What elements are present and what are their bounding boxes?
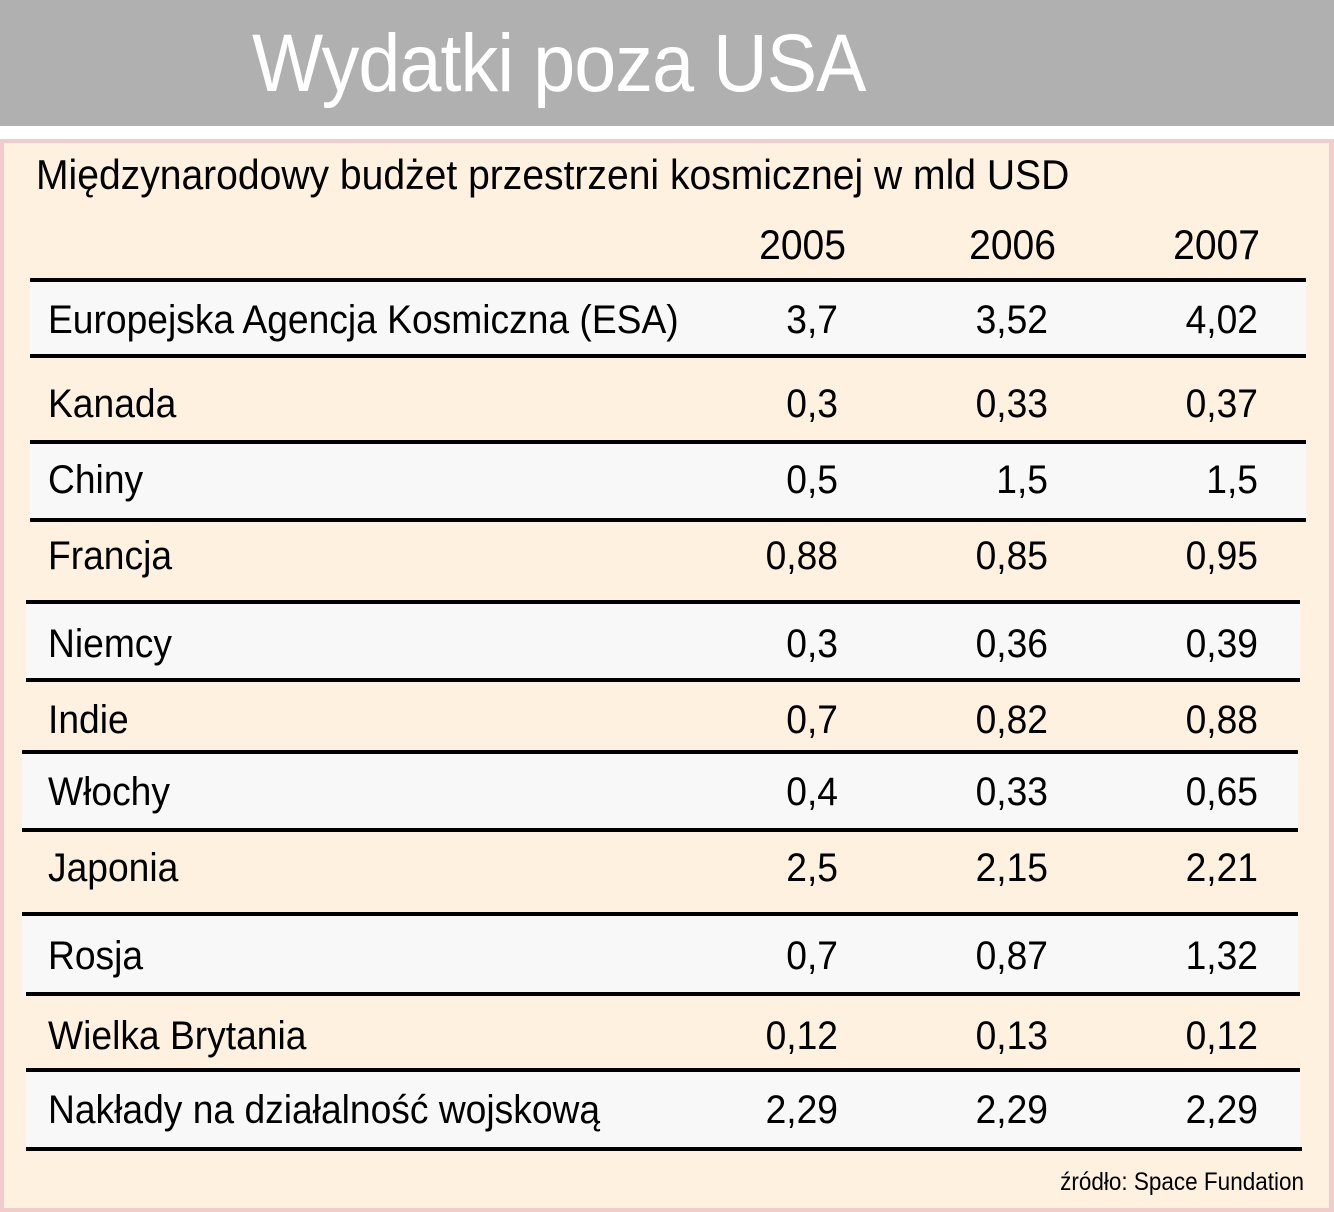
row-label: Wielka Brytania — [48, 1014, 307, 1058]
table-row: Francja 0,88 0,85 0,95 — [30, 518, 1306, 604]
cell-2007: 0,65 — [1185, 770, 1258, 814]
cell-2005: 0,7 — [786, 698, 838, 742]
cell-2007: 1,32 — [1185, 934, 1258, 978]
cell-2006: 2,29 — [975, 1088, 1048, 1132]
row-label: Chiny — [48, 458, 144, 502]
table-row: Nakłady na działalność wojskową 2,29 2,2… — [26, 1068, 1300, 1151]
cell-2005: 0,3 — [786, 382, 838, 426]
cell-2007: 2,21 — [1185, 846, 1258, 890]
cell-2007: 0,12 — [1185, 1014, 1258, 1058]
table-row: Chiny 0,5 1,5 1,5 — [30, 440, 1306, 522]
table-subtitle: Międzynarodowy budżet przestrzeni kosmic… — [36, 151, 1070, 198]
cell-2007: 0,37 — [1185, 382, 1258, 426]
cell-2006: 0,82 — [975, 698, 1048, 742]
row-label: Nakłady na działalność wojskową — [48, 1088, 601, 1132]
cell-2005: 3,7 — [786, 298, 838, 342]
table-row: Japonia 2,5 2,15 2,21 — [22, 828, 1298, 916]
row-label: Japonia — [48, 846, 179, 890]
table-row: Wielka Brytania 0,12 0,13 0,12 — [26, 992, 1300, 1072]
column-header-2006: 2006 — [969, 221, 1056, 268]
cell-2006: 0,36 — [975, 622, 1048, 666]
cell-2005: 0,5 — [786, 458, 838, 502]
page-title: Wydatki poza USA — [252, 18, 866, 109]
cell-2007: 0,88 — [1185, 698, 1258, 742]
row-label: Francja — [48, 534, 173, 578]
cell-2005: 0,3 — [786, 622, 838, 666]
source-note: źródło: Space Fundation — [1060, 1168, 1304, 1196]
cell-2007: 0,39 — [1185, 622, 1258, 666]
row-label: Niemcy — [48, 622, 173, 666]
column-header-2007: 2007 — [1173, 221, 1260, 268]
column-header-2005: 2005 — [759, 221, 846, 268]
cell-2006: 1,5 — [996, 458, 1048, 502]
cell-2005: 0,7 — [786, 934, 838, 978]
cell-2007: 0,95 — [1185, 534, 1258, 578]
table-bottom-rule — [26, 1147, 1302, 1151]
table-row: Niemcy 0,3 0,36 0,39 — [26, 600, 1300, 682]
table-row: Indie 0,7 0,82 0,88 — [26, 678, 1300, 754]
row-label: Europejska Agencja Kosmiczna (ESA) — [48, 298, 679, 342]
cell-2006: 0,13 — [975, 1014, 1048, 1058]
table-row: Kanada 0,3 0,33 0,37 — [30, 354, 1306, 442]
cell-2006: 3,52 — [975, 298, 1048, 342]
cell-2006: 0,33 — [975, 382, 1048, 426]
cell-2006: 0,33 — [975, 770, 1048, 814]
row-label: Włochy — [48, 770, 170, 814]
cell-2006: 0,85 — [975, 534, 1048, 578]
table-row: Włochy 0,4 0,33 0,65 — [22, 750, 1298, 832]
row-label: Indie — [48, 698, 129, 742]
title-bar: Wydatki poza USA — [0, 0, 1334, 126]
row-label: Rosja — [48, 934, 144, 978]
table-row: Europejska Agencja Kosmiczna (ESA) 3,7 3… — [30, 278, 1306, 358]
cell-2005: 0,4 — [786, 770, 838, 814]
cell-2007: 1,5 — [1206, 458, 1258, 502]
table-row: Rosja 0,7 0,87 1,32 — [22, 912, 1298, 996]
cell-2007: 2,29 — [1185, 1088, 1258, 1132]
cell-2005: 0,12 — [765, 1014, 838, 1058]
cell-2006: 2,15 — [975, 846, 1048, 890]
cell-2005: 2,29 — [765, 1088, 838, 1132]
row-label: Kanada — [48, 382, 177, 426]
cell-2006: 0,87 — [975, 934, 1048, 978]
cell-2005: 0,88 — [765, 534, 838, 578]
cell-2007: 4,02 — [1185, 298, 1258, 342]
cell-2005: 2,5 — [786, 846, 838, 890]
